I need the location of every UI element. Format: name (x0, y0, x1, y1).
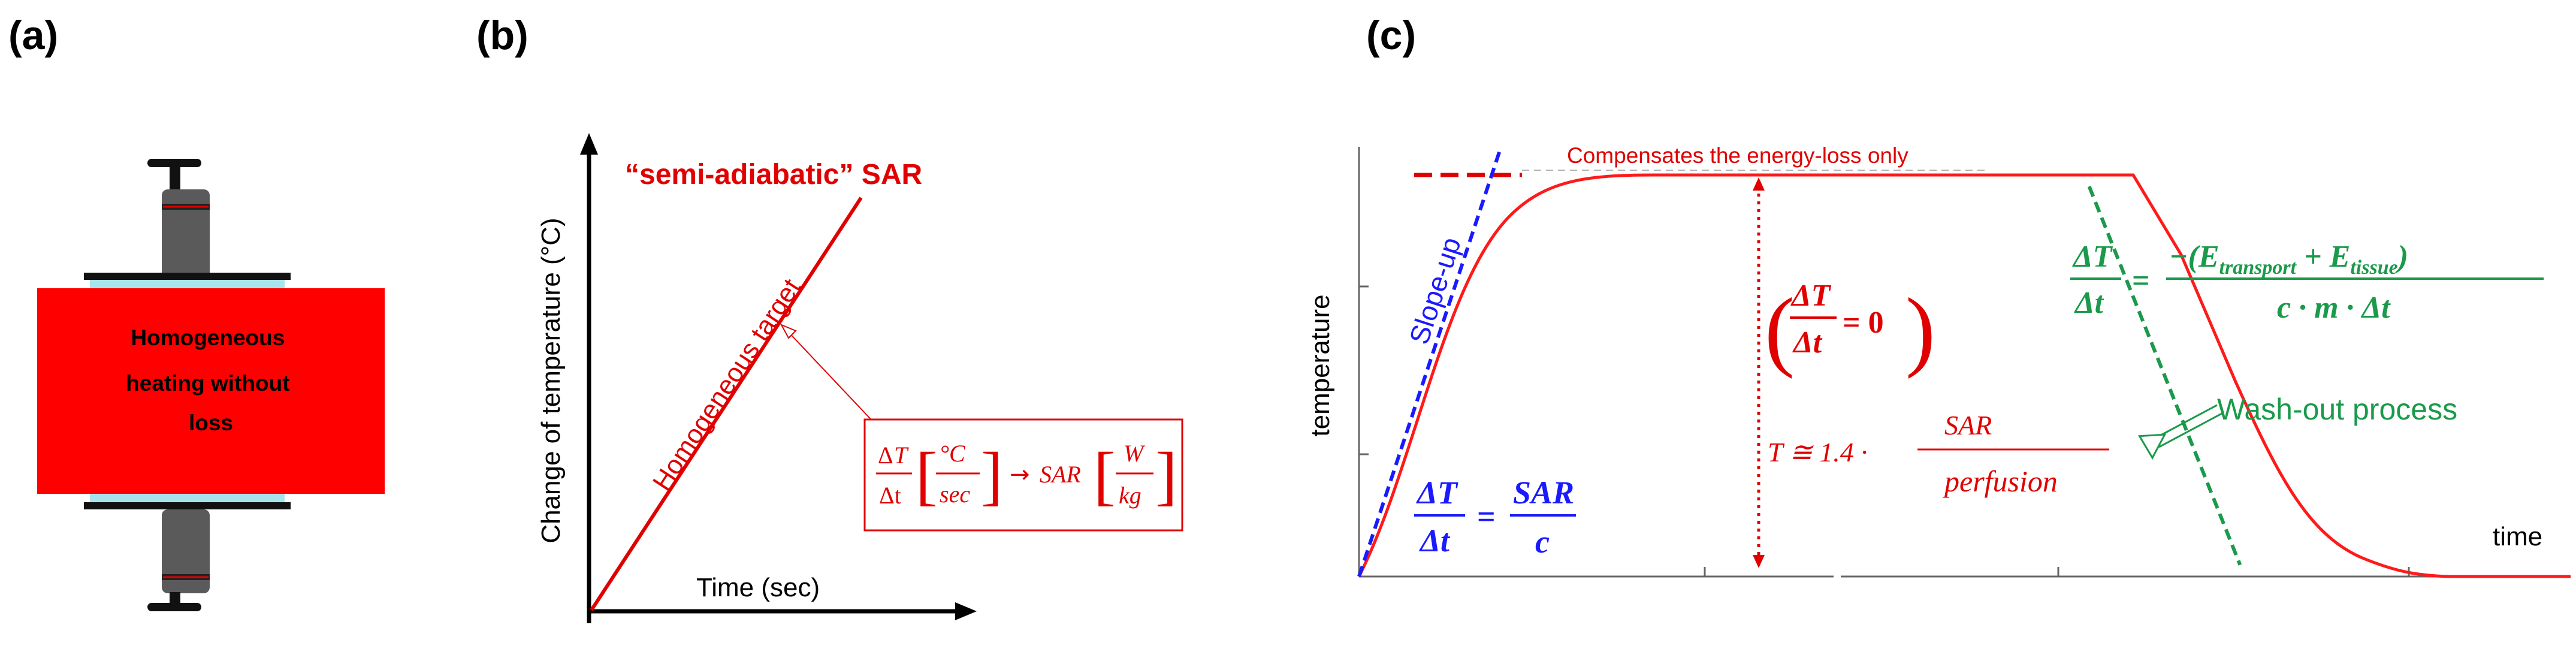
panel-c-eq-zero: ( ΔT Δt = 0 ) (1765, 279, 1935, 379)
eq-zero-den: Δt (1792, 325, 1823, 360)
heating-box (37, 288, 385, 494)
top-knob-cap (147, 159, 201, 167)
formula-b-unit1-num: °C (940, 440, 966, 467)
panel-c-eq-decay: ΔT Δt = −(Etransport + Etissue) c · m · … (2070, 240, 2544, 325)
panel-a: (a) Homogeneous heating without loss (8, 13, 385, 611)
panel-b-formula-frame (863, 418, 1183, 532)
heating-box-line-2: heating without (126, 371, 289, 396)
formula-b-bracket-open-1: [ (916, 439, 938, 512)
panel-b-y-axis-arrowhead (580, 133, 598, 155)
eq-decay-rhs-den: c · m · Δt (2277, 291, 2391, 325)
panel-b-x-axis-label: Time (sec) (696, 573, 820, 602)
formula-b-bracket-open-2: [ (1094, 439, 1116, 512)
eq-zero-num: ΔT (1790, 279, 1832, 313)
panel-c-vertical-arrowhead-bottom (1753, 555, 1765, 568)
formula-b-bracket-close-1: ] (981, 439, 1003, 512)
top-plate (84, 273, 291, 280)
washout-arrow-shaft-1 (2154, 404, 2218, 440)
eq-decay-rhs-sub1: transport (2219, 256, 2297, 279)
heating-box-line-1: Homogeneous (131, 325, 285, 350)
bottom-pad (90, 494, 285, 502)
device-assembly: Homogeneous heating without loss (37, 159, 385, 611)
formula-b-arrow: → (1010, 461, 1030, 488)
eq-decay-rhs-num-end: ) (2396, 240, 2408, 274)
panel-c-eq-rise: ΔT Δt = SAR c (1414, 475, 1576, 560)
formula-b-T: T (894, 442, 909, 469)
panel-b-pointer-arrowhead (780, 323, 797, 339)
panel-b-y-axis-label: Change of temperature (°C) (536, 218, 566, 543)
bottom-plate (84, 502, 291, 509)
formula-b-unit2-den: kg (1119, 482, 1141, 509)
eq-rise-eq: = (1477, 499, 1496, 535)
panel-c-slope-up-line (1357, 146, 1503, 577)
washout-arrowhead (2138, 433, 2167, 460)
top-knob-stem (170, 167, 180, 191)
eq-zero-paren-close: ) (1905, 280, 1935, 379)
bottom-knob-stem (170, 592, 180, 605)
panel-c-washout-line (2087, 186, 2242, 566)
eq-decay-rhs-num-a: −(E (2169, 240, 2219, 274)
panel-c-eq-perfusion: T ≅ 1.4 · SAR perfusion (1768, 410, 2109, 498)
eq-rise-rhs-den: c (1535, 524, 1550, 560)
eq-decay-rhs-num: −(Etransport + Etissue) (2169, 240, 2408, 279)
bottom-spring (162, 509, 210, 593)
panel-b-title: “semi-adiabatic” SAR (625, 159, 922, 191)
panel-c-x-axis-label: time (2493, 522, 2542, 551)
formula-b-unit1-den: sec (940, 481, 970, 508)
eq-rise-rhs-num: SAR (1513, 475, 1574, 511)
panel-b-x-axis-arrowhead (955, 602, 977, 620)
eq-decay-num: ΔT (2072, 240, 2113, 274)
eq-decay-rhs-sub2: tissue (2350, 256, 2397, 279)
panel-b-formula-box: Δ T Δt [ °C sec ] → SAR [ W kg ] (863, 418, 1183, 532)
panel-c-washout-arrow (2138, 404, 2222, 460)
panel-b-sar-line (590, 197, 863, 611)
bottom-knob-cap (147, 603, 201, 611)
panel-c-vertical-arrowhead-top (1753, 177, 1765, 191)
panel-b-pointer-line (784, 328, 878, 427)
eq-rise-den: Δt (1419, 523, 1451, 559)
formula-b-delta: Δ (878, 442, 893, 469)
eq-rise-num: ΔT (1416, 475, 1458, 511)
heating-box-text: Homogeneous heating without loss (126, 325, 296, 435)
panel-c-label: (c) (1366, 13, 1416, 58)
panel-c-slope-up-label: Slope-up (1403, 233, 1467, 348)
panel-b: (b) “semi-adiabatic” SAR Change of tempe… (476, 13, 1183, 623)
eq-zero-paren-open: ( (1765, 280, 1795, 379)
washout-arrow-shaft-2 (2158, 412, 2222, 448)
eq-perfusion-num: SAR (1944, 410, 1992, 440)
formula-b-delta-t: Δt (879, 482, 901, 509)
eq-perfusion-lhs: T ≅ 1.4 · (1768, 437, 1868, 467)
panel-b-line-label: Homogeneous target (647, 274, 807, 496)
heating-box-line-3: loss (189, 411, 233, 435)
panel-c-compensates-label: Compensates the energy-loss only (1567, 143, 1908, 168)
eq-perfusion-den: perfusion (1943, 464, 2058, 498)
formula-b-bracket-close-2: ] (1155, 439, 1177, 512)
formula-b-sar: SAR (1040, 461, 1081, 488)
top-spring (162, 189, 210, 279)
panel-b-label: (b) (476, 13, 529, 58)
formula-b-unit2-num: W (1124, 440, 1146, 467)
panel-c-temperature-curve (1357, 173, 2571, 578)
panel-c: (c) temperature time Slope-up Compensate… (1306, 13, 2571, 578)
panel-c-y-axis-label: temperature (1306, 294, 1335, 436)
top-pad (90, 280, 285, 288)
eq-zero-rhs: = 0 (1843, 306, 1884, 340)
eq-decay-eq: = (2132, 264, 2150, 298)
eq-decay-den: Δt (2074, 286, 2104, 320)
panel-a-label: (a) (8, 13, 58, 58)
panel-c-washout-label: Wash-out process (2217, 393, 2457, 426)
eq-decay-rhs-num-mid: + E (2296, 240, 2350, 274)
